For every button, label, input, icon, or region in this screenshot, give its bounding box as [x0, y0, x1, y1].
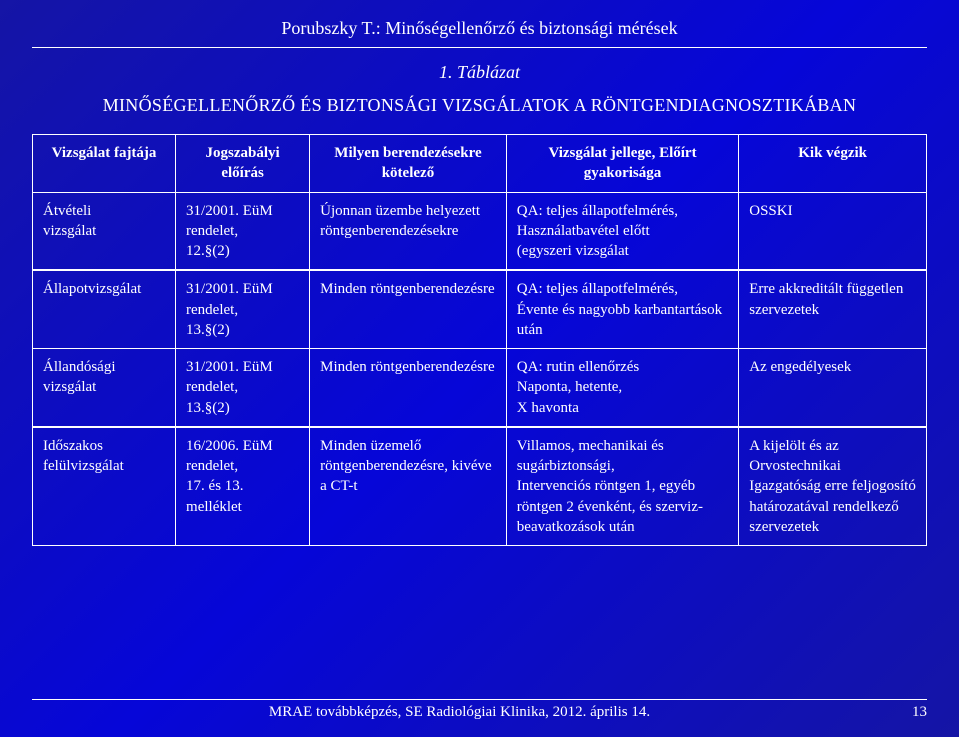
col-header: Vizsgálat jellege, Előírt gyakorisága [506, 135, 738, 193]
cell: Villamos, mechanikai és sugárbiztonsági,… [506, 427, 738, 546]
cell: Minden üzemelő röntgenberendezésre, kivé… [310, 427, 507, 546]
cell: 31/2001. EüM rendelet, 12.§(2) [176, 192, 310, 270]
cell: Állandósági vizsgálat [33, 349, 176, 427]
table-body: Átvételi vizsgálat 31/2001. EüM rendelet… [33, 192, 927, 546]
table-title: MINŐSÉGELLENŐRZŐ ÉS BIZTONSÁGI VIZSGÁLAT… [32, 95, 927, 116]
cell: QA: teljes állapotfelmérés, Használatbav… [506, 192, 738, 270]
table-row: Állandósági vizsgálat 31/2001. EüM rende… [33, 349, 927, 427]
main-table: Vizsgálat fajtája Jogszabályi előírás Mi… [32, 134, 927, 546]
col-header: Jogszabályi előírás [176, 135, 310, 193]
slide-header: Porubszky T.: Minőségellenőrző és bizton… [32, 18, 927, 39]
cell: QA: rutin ellenőrzés Naponta, hetente, X… [506, 349, 738, 427]
cell: Állapotvizsgálat [33, 270, 176, 348]
cell: Újonnan üzembe helyezett röntgenberendez… [310, 192, 507, 270]
footer-divider [32, 699, 927, 700]
cell: OSSKI [739, 192, 927, 270]
cell: 31/2001. EüM rendelet, 13.§(2) [176, 270, 310, 348]
slide-footer: MRAE továbbképzés, SE Radiológiai Klinik… [32, 699, 927, 721]
table-number: 1. Táblázat [32, 62, 927, 83]
table-row: Állapotvizsgálat 31/2001. EüM rendelet, … [33, 270, 927, 348]
header-divider [32, 47, 927, 48]
cell: Időszakos felülvizsgálat [33, 427, 176, 546]
cell: Az engedélyesek [739, 349, 927, 427]
cell: Minden röntgenberendezésre [310, 270, 507, 348]
cell: QA: teljes állapotfelmérés, Évente és na… [506, 270, 738, 348]
table-row: Átvételi vizsgálat 31/2001. EüM rendelet… [33, 192, 927, 270]
cell: Átvételi vizsgálat [33, 192, 176, 270]
cell: A kijelölt és az Orvostechnikai Igazgató… [739, 427, 927, 546]
col-header: Milyen berendezésekre kötelező [310, 135, 507, 193]
page-number: 13 [887, 704, 927, 721]
footer-text: MRAE továbbképzés, SE Radiológiai Klinik… [32, 704, 887, 721]
table-header-row: Vizsgálat fajtája Jogszabályi előírás Mi… [33, 135, 927, 193]
col-header: Vizsgálat fajtája [33, 135, 176, 193]
cell: Minden röntgenberendezésre [310, 349, 507, 427]
table-row: Időszakos felülvizsgálat 16/2006. EüM re… [33, 427, 927, 546]
col-header: Kik végzik [739, 135, 927, 193]
cell: 16/2006. EüM rendelet, 17. és 13. mellék… [176, 427, 310, 546]
cell: 31/2001. EüM rendelet, 13.§(2) [176, 349, 310, 427]
cell: Erre akkreditált független szervezetek [739, 270, 927, 348]
